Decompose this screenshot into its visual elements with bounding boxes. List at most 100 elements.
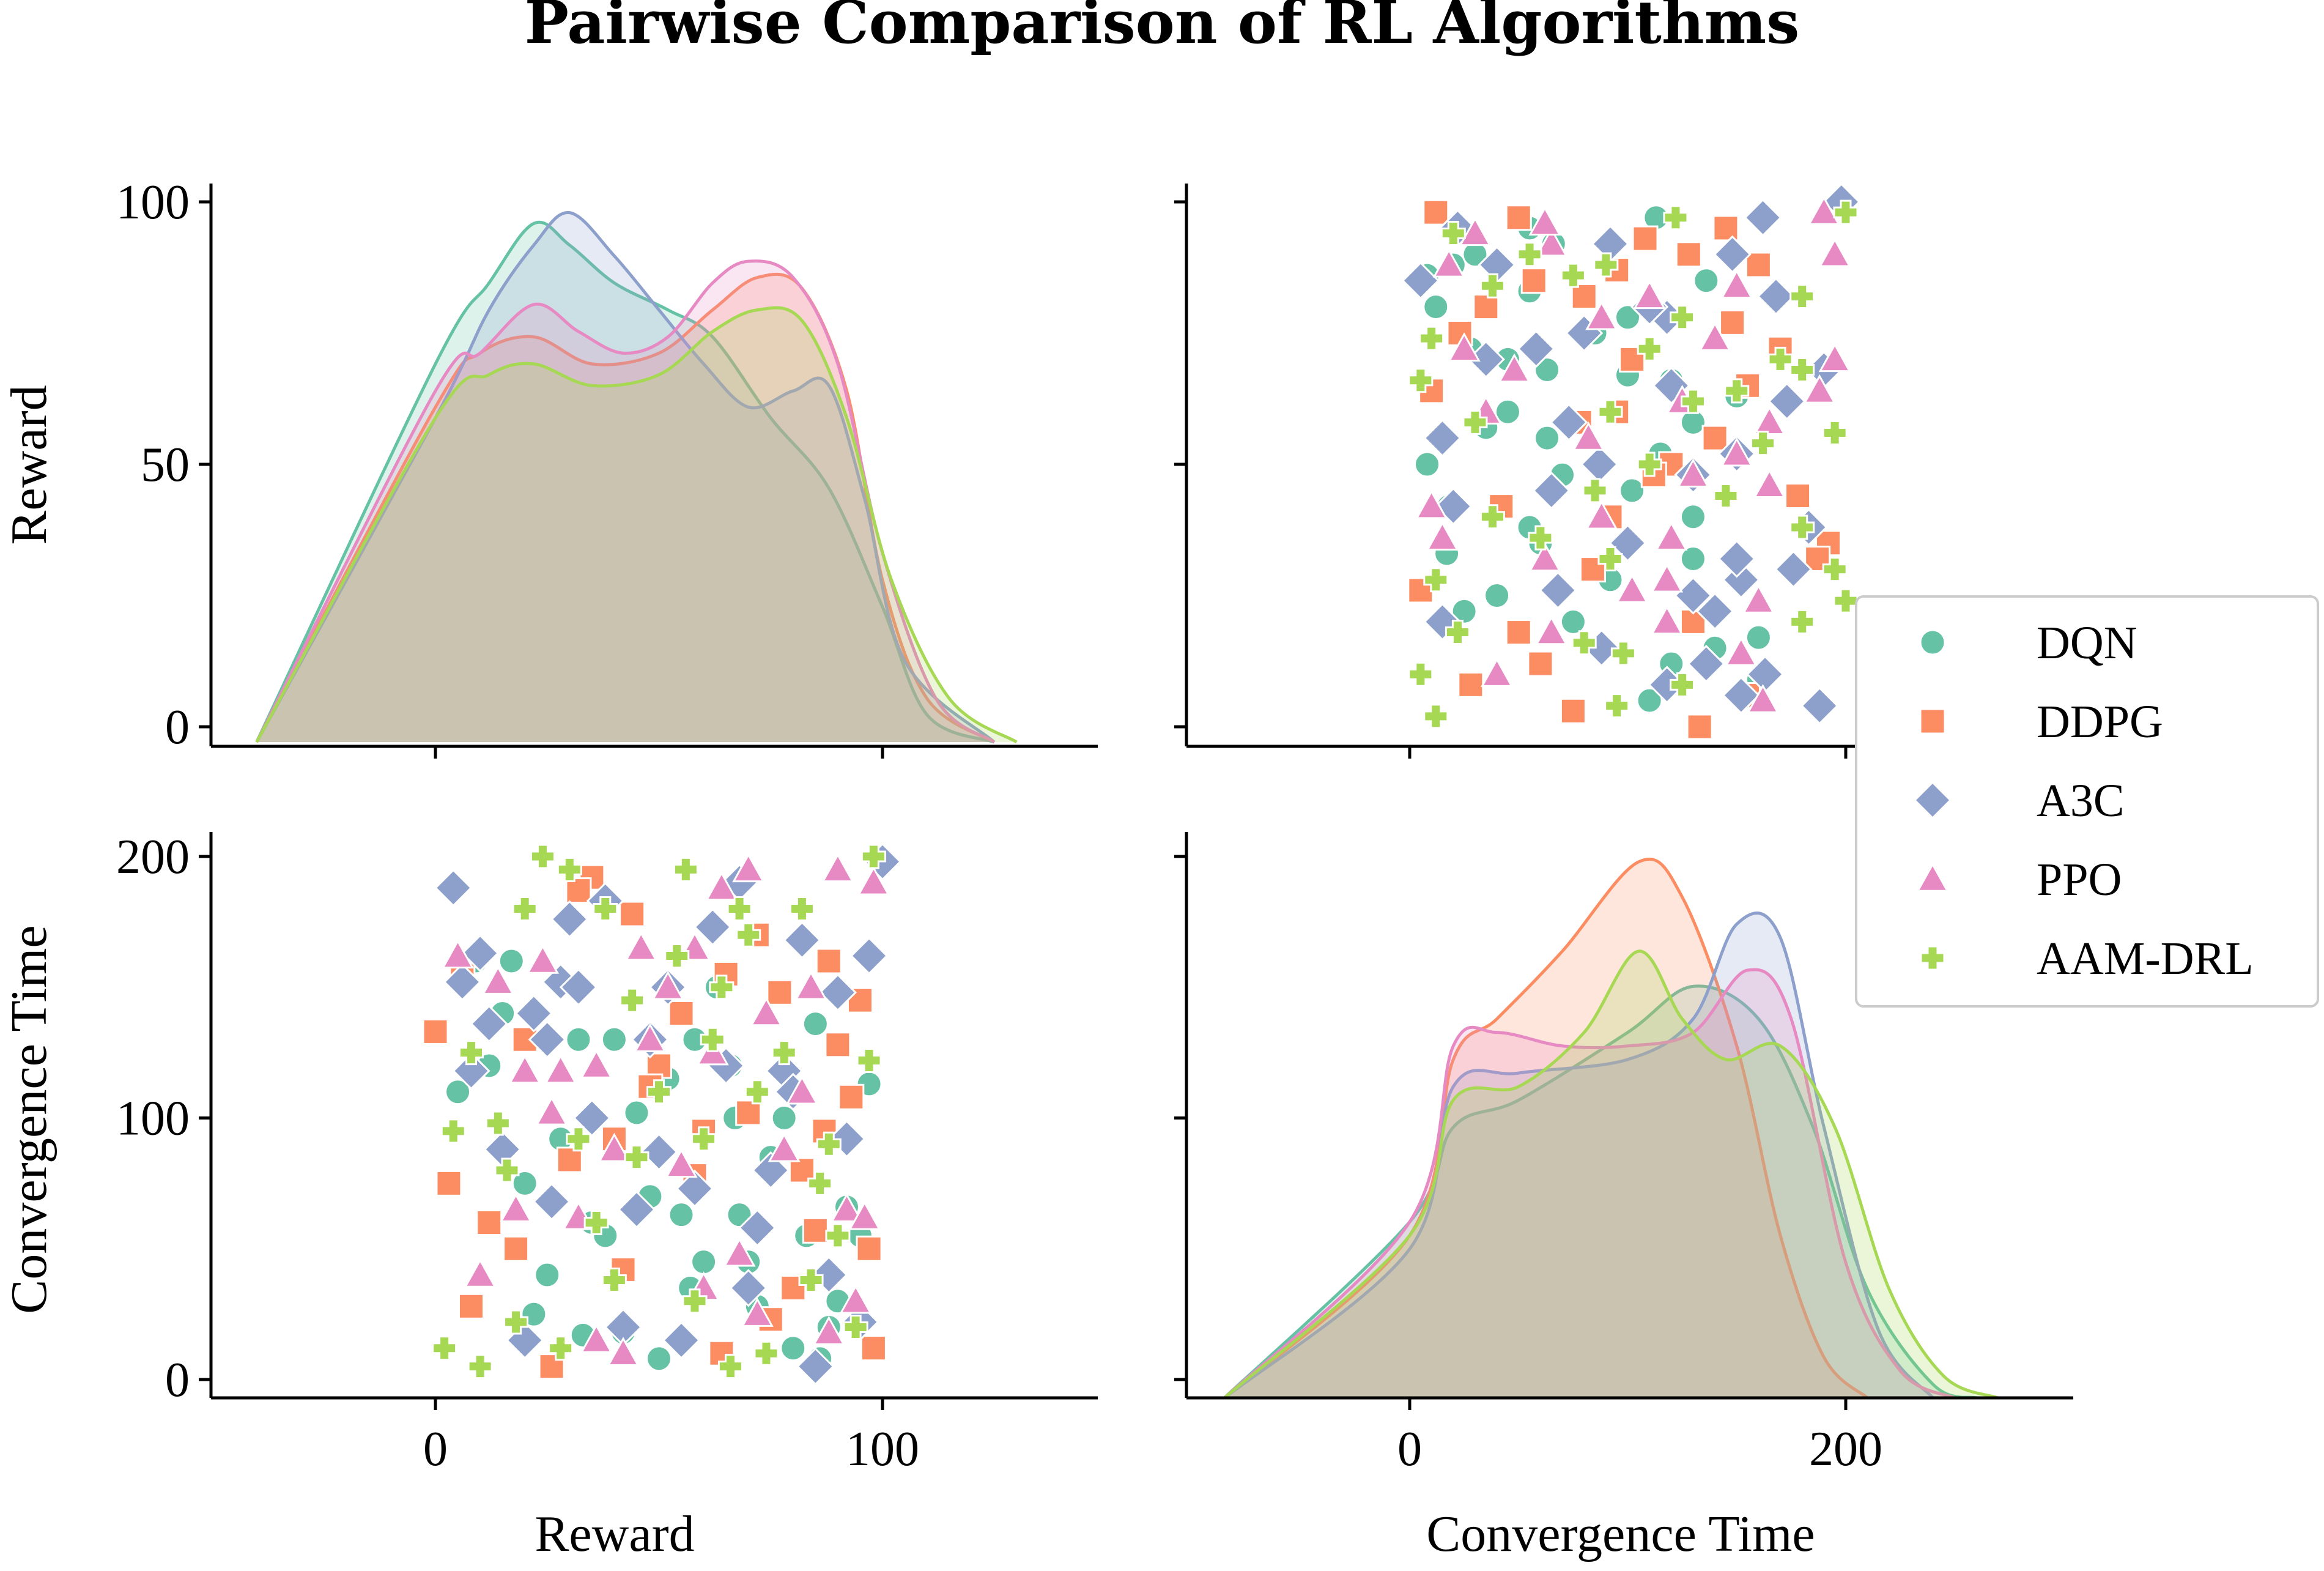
point-dqn-time-vs-reward-2 bbox=[771, 1105, 797, 1131]
point-aam-drl-reward-vs-time-28 bbox=[1670, 672, 1695, 697]
point-aam-drl-reward-vs-time-9 bbox=[1789, 514, 1815, 540]
point-aam-drl-reward-vs-time-7 bbox=[1423, 567, 1449, 593]
point-a3c-time-vs-reward-3 bbox=[470, 1005, 508, 1043]
point-ppo-reward-vs-time-17 bbox=[1535, 227, 1568, 257]
point-aam-drl-reward-vs-time-2 bbox=[1408, 661, 1434, 687]
point-ppo-reward-vs-time-22 bbox=[1528, 542, 1561, 572]
point-ppo-time-vs-reward-13 bbox=[750, 997, 783, 1027]
point-aam-drl-time-vs-reward-33 bbox=[816, 1131, 842, 1157]
point-aam-drl-time-vs-reward-37 bbox=[798, 1268, 824, 1293]
point-ppo-time-vs-reward-15 bbox=[794, 970, 827, 1000]
point-aam-drl-time-vs-reward-21 bbox=[789, 896, 815, 921]
point-aam-drl-reward-vs-time-36 bbox=[1528, 525, 1553, 551]
point-ddpg-time-vs-reward-16 bbox=[802, 1217, 829, 1244]
point-ppo-reward-vs-time-4 bbox=[1651, 563, 1684, 593]
point-a3c-time-vs-reward-8 bbox=[559, 968, 598, 1006]
point-dqn-reward-vs-time-9 bbox=[1494, 398, 1521, 425]
point-ddpg-reward-vs-time-9 bbox=[1701, 425, 1728, 451]
x-tick-label-convergence-time-200: 200 bbox=[1809, 1422, 1882, 1476]
x-axis-label-convergence-time: Convergence Time bbox=[1426, 1506, 1815, 1562]
point-ddpg-time-vs-reward-2 bbox=[457, 1293, 484, 1320]
point-dqn-reward-vs-time-12 bbox=[1423, 294, 1449, 321]
point-aam-drl-time-vs-reward-4 bbox=[503, 1309, 529, 1335]
point-aam-drl-reward-vs-time-37 bbox=[1479, 273, 1505, 299]
y-axis-label-convergence-time: Convergence Time bbox=[1, 925, 57, 1313]
point-ppo-time-vs-reward-23 bbox=[500, 1193, 533, 1222]
point-aam-drl-time-vs-reward-10 bbox=[601, 1268, 627, 1293]
point-aam-drl-reward-vs-time-35 bbox=[1597, 399, 1623, 425]
point-ppo-time-vs-reward-17 bbox=[830, 1193, 864, 1222]
point-ppo-time-vs-reward-8 bbox=[651, 970, 684, 1000]
point-a3c-time-vs-reward-14 bbox=[694, 908, 732, 946]
kde-fill-ddpg-reward bbox=[256, 274, 994, 742]
point-ppo-time-vs-reward-11 bbox=[705, 871, 738, 901]
legend-label-ddpg: DDPG bbox=[2037, 696, 2163, 748]
point-ppo-reward-vs-time-6 bbox=[1585, 500, 1618, 530]
point-aam-drl-time-vs-reward-5 bbox=[512, 896, 538, 921]
point-a3c-reward-vs-time-7 bbox=[1774, 550, 1813, 589]
point-ppo-reward-vs-time-28 bbox=[1753, 469, 1786, 499]
point-a3c-time-vs-reward-13 bbox=[662, 1321, 701, 1359]
point-aam-drl-time-vs-reward-27 bbox=[717, 1354, 743, 1380]
point-aam-drl-reward-vs-time-1 bbox=[1604, 693, 1630, 719]
legend-marker-ppo bbox=[1916, 862, 1949, 892]
point-aam-drl-time-vs-reward-0 bbox=[432, 1335, 457, 1361]
point-ppo-reward-vs-time-18 bbox=[1528, 206, 1561, 236]
point-ppo-time-vs-reward-16 bbox=[812, 1315, 845, 1345]
point-aam-drl-reward-vs-time-10 bbox=[1479, 504, 1505, 530]
point-ddpg-reward-vs-time-14 bbox=[1473, 294, 1500, 321]
point-aam-drl-reward-vs-time-16 bbox=[1724, 378, 1750, 404]
point-dqn-reward-vs-time-20 bbox=[1484, 582, 1511, 609]
point-dqn-time-vs-reward-20 bbox=[534, 1261, 561, 1288]
point-ddpg-time-vs-reward-1 bbox=[435, 1170, 462, 1197]
point-aam-drl-time-vs-reward-1 bbox=[440, 1118, 466, 1144]
point-ddpg-time-vs-reward-0 bbox=[422, 1018, 449, 1045]
kde-fill-aam-drl-convergence-time bbox=[1224, 951, 1999, 1398]
point-aam-drl-time-vs-reward-36 bbox=[583, 1210, 609, 1235]
point-a3c-time-vs-reward-2 bbox=[461, 934, 500, 973]
point-aam-drl-time-vs-reward-11 bbox=[624, 1145, 649, 1170]
point-aam-drl-reward-vs-time-0 bbox=[1423, 704, 1449, 729]
point-ppo-time-vs-reward-12 bbox=[732, 853, 765, 883]
point-aam-drl-reward-vs-time-21 bbox=[1789, 283, 1815, 309]
point-ppo-reward-vs-time-14 bbox=[1585, 300, 1618, 330]
point-ddpg-reward-vs-time-20 bbox=[1423, 199, 1449, 226]
point-ddpg-reward-vs-time-24 bbox=[1745, 251, 1772, 278]
point-aam-drl-reward-vs-time-12 bbox=[1637, 451, 1662, 477]
point-aam-drl-time-vs-reward-19 bbox=[753, 1340, 779, 1366]
point-ppo-time-vs-reward-2 bbox=[508, 1054, 541, 1084]
point-a3c-reward-vs-time-8 bbox=[1717, 540, 1756, 578]
point-a3c-reward-vs-time-12 bbox=[1580, 445, 1619, 484]
point-dqn-time-vs-reward-16 bbox=[802, 1011, 829, 1038]
point-dqn-reward-vs-time-35 bbox=[1560, 608, 1586, 635]
point-ddpg-time-vs-reward-28 bbox=[846, 987, 873, 1014]
point-a3c-reward-vs-time-4 bbox=[1695, 592, 1734, 631]
chart-title: Pairwise Comparison of RL Algorithms bbox=[525, 0, 1800, 57]
point-ppo-time-vs-reward-6 bbox=[598, 1132, 631, 1162]
point-aam-drl-time-vs-reward-22 bbox=[807, 1170, 833, 1196]
point-ddpg-time-vs-reward-13 bbox=[766, 979, 793, 1006]
x-tick-label-reward-0: 0 bbox=[423, 1422, 448, 1476]
point-ppo-time-vs-reward-7 bbox=[634, 1023, 667, 1052]
point-ppo-time-vs-reward-21 bbox=[607, 1337, 640, 1366]
point-ddpg-reward-vs-time-13 bbox=[1719, 309, 1746, 336]
point-ddpg-reward-vs-time-25 bbox=[1527, 650, 1554, 677]
point-aam-drl-time-vs-reward-34 bbox=[557, 856, 582, 882]
point-aam-drl-reward-vs-time-25 bbox=[1663, 205, 1689, 231]
point-ppo-time-vs-reward-1 bbox=[481, 965, 514, 995]
point-aam-drl-time-vs-reward-18 bbox=[736, 922, 761, 948]
point-a3c-reward-vs-time-29 bbox=[1517, 330, 1555, 368]
point-aam-drl-time-vs-reward-6 bbox=[530, 844, 555, 869]
y-tick-label-reward-100: 100 bbox=[116, 176, 190, 229]
point-ppo-reward-vs-time-33 bbox=[1426, 521, 1459, 551]
point-a3c-reward-vs-time-14 bbox=[1767, 382, 1806, 421]
point-dqn-reward-vs-time-8 bbox=[1534, 425, 1561, 451]
point-ddpg-reward-vs-time-7 bbox=[1785, 482, 1811, 509]
point-a3c-reward-vs-time-13 bbox=[1423, 418, 1462, 458]
kde-line-a3c-convergence-time bbox=[1223, 912, 1934, 1399]
point-a3c-time-vs-reward-30 bbox=[675, 1169, 714, 1208]
point-a3c-time-vs-reward-36 bbox=[532, 1183, 571, 1221]
point-aam-drl-time-vs-reward-8 bbox=[566, 1126, 591, 1152]
point-ddpg-time-vs-reward-18 bbox=[838, 1083, 865, 1110]
point-ppo-reward-vs-time-21 bbox=[1415, 489, 1448, 519]
